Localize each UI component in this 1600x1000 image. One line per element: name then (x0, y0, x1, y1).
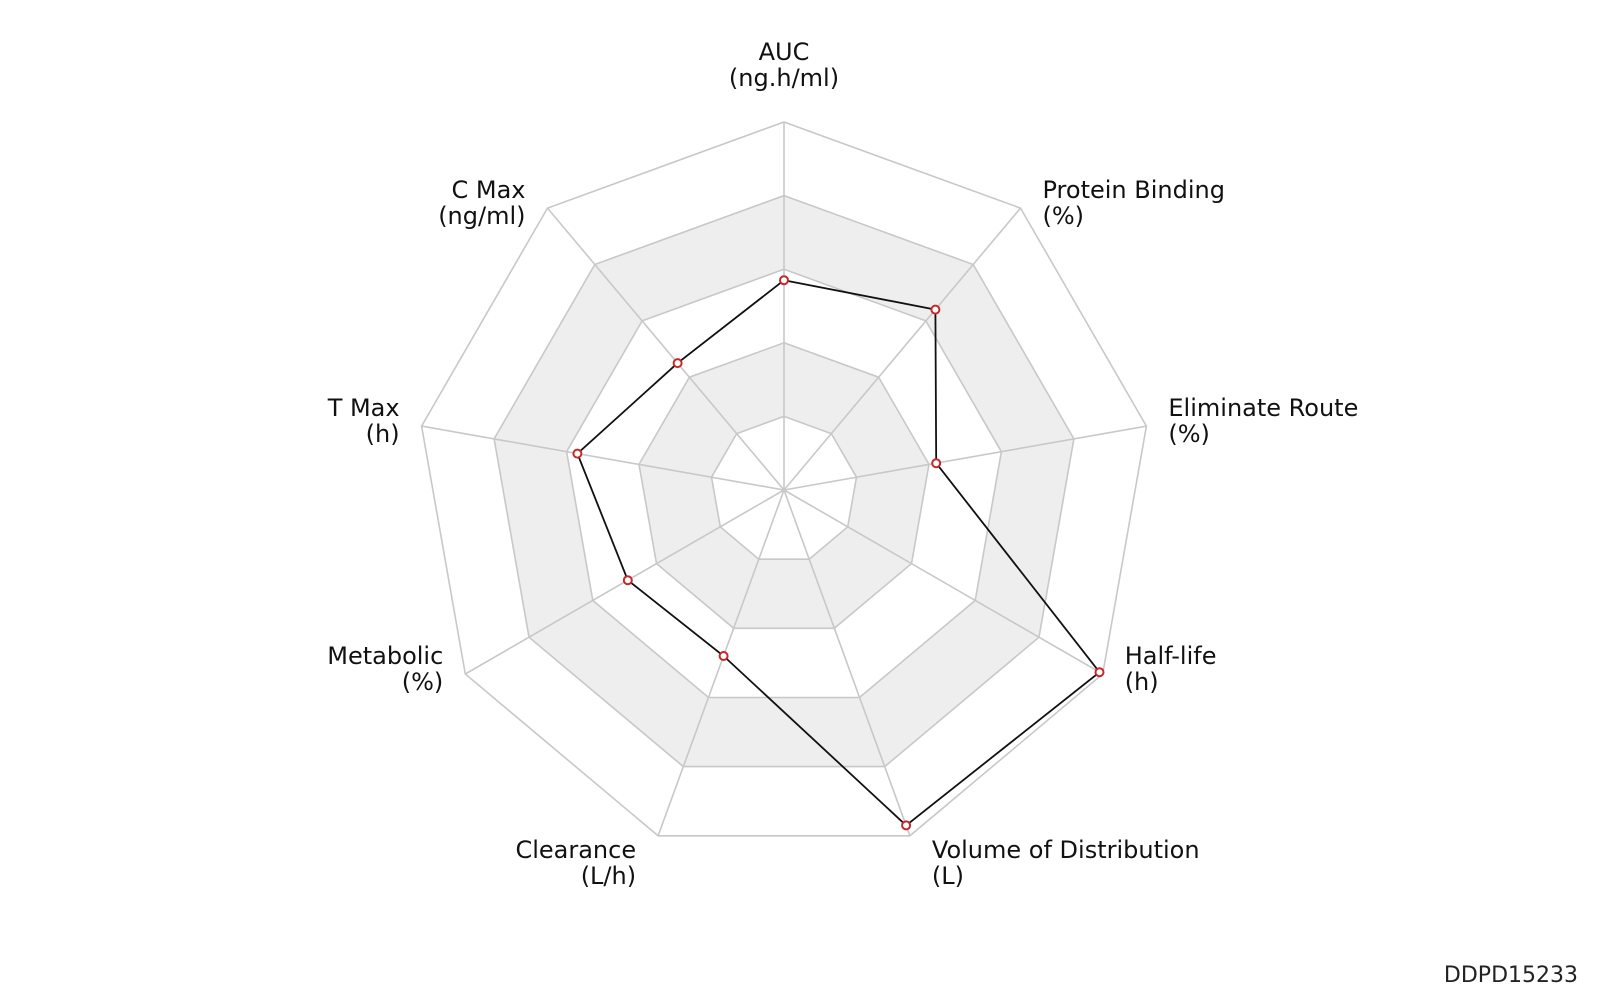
radar-ring-2 (638, 341, 930, 630)
radar-spoke (657, 489, 785, 837)
data-point-1 (930, 304, 941, 315)
radar-band-2 (639, 342, 929, 629)
axis-label-3: Half-life (h) (1125, 642, 1217, 696)
data-point-4 (901, 820, 912, 831)
axis-label-unit: (h) (1125, 668, 1159, 696)
axis-label-5: Clearance (L/h) (515, 836, 636, 890)
data-point-6 (622, 575, 633, 586)
axis-label-unit: (L) (932, 862, 964, 890)
axis-label-name: Volume of Distribution (932, 836, 1200, 864)
radar-spoke (546, 207, 785, 491)
data-point-7 (572, 448, 583, 459)
radar-ring-5 (420, 121, 1148, 837)
axis-label-name: C Max (451, 176, 525, 204)
axis-label-name: Metabolic (327, 642, 443, 670)
axis-label-name: Eliminate Route (1168, 394, 1358, 422)
axis-label-1: Protein Binding (%) (1043, 176, 1225, 230)
axis-label-unit: (%) (1043, 202, 1085, 230)
radar-spoke (783, 489, 911, 837)
axis-label-name: Protein Binding (1043, 176, 1225, 204)
radar-grid (420, 121, 1148, 837)
radar-ring-4 (493, 194, 1075, 768)
radar-bands (494, 195, 1074, 767)
axis-label-6: Metabolic (%) (327, 642, 443, 696)
axis-label-unit: (ng.h/ml) (729, 64, 839, 92)
axis-label-4: Volume of Distribution (L) (932, 836, 1200, 890)
figure-code: DDPD15233 (1443, 963, 1578, 988)
radar-spoke (783, 425, 1147, 491)
radar-spoke (783, 207, 1022, 491)
axis-label-unit: (%) (402, 668, 444, 696)
data-point-2 (931, 458, 942, 469)
axis-label-unit: (L/h) (581, 862, 636, 890)
axis-label-name: Half-life (1125, 642, 1217, 670)
radar-ring-3 (565, 268, 1003, 699)
axis-label-8: C Max (ng/ml) (438, 176, 525, 230)
axis-labels: AUC (ng.h/ml)Protein Binding (%)Eliminate … (327, 38, 1359, 890)
data-point-8 (672, 358, 683, 369)
data-point-0 (779, 275, 789, 286)
axis-label-name: T Max (327, 394, 400, 422)
radar-spoke (783, 489, 1104, 675)
radar-series (572, 275, 1105, 831)
radar-ring-1 (710, 415, 858, 561)
axis-label-unit: (ng/ml) (438, 202, 525, 230)
axis-label-0: AUC (ng.h/ml) (729, 38, 839, 92)
data-point-3 (1094, 667, 1105, 678)
axis-label-unit: (%) (1168, 420, 1210, 448)
axis-label-name: Clearance (515, 836, 636, 864)
radar-spoke (421, 425, 785, 491)
axis-label-name: AUC (759, 38, 810, 66)
data-point-5 (718, 651, 729, 661)
axis-label-2: Eliminate Route (%) (1168, 394, 1358, 448)
axis-label-7: T Max (h) (327, 394, 400, 448)
axis-label-unit: (h) (366, 420, 400, 448)
series-line (576, 279, 1101, 827)
